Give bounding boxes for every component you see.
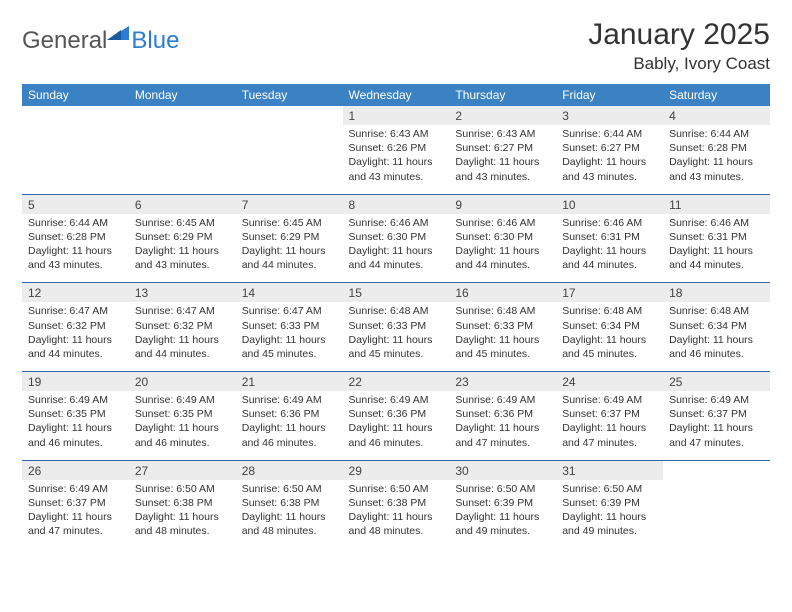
day-detail-cell: Sunrise: 6:46 AMSunset: 6:31 PMDaylight:… <box>556 214 663 283</box>
day-number-cell: 9 <box>449 195 556 214</box>
day-detail-cell: Sunrise: 6:50 AMSunset: 6:38 PMDaylight:… <box>343 480 450 549</box>
day-number-cell: 3 <box>556 106 663 125</box>
day-header-cell: Saturday <box>663 84 770 106</box>
day-detail-cell: Sunrise: 6:49 AMSunset: 6:37 PMDaylight:… <box>663 391 770 460</box>
day-number-cell: 29 <box>343 461 450 480</box>
day-header-cell: Monday <box>129 84 236 106</box>
day-number-cell: 11 <box>663 195 770 214</box>
day-number-cell: 5 <box>22 195 129 214</box>
day-detail-cell: Sunrise: 6:47 AMSunset: 6:32 PMDaylight:… <box>129 302 236 371</box>
header: General Blue January 2025 Bably, Ivory C… <box>22 18 770 74</box>
day-detail-cell: Sunrise: 6:50 AMSunset: 6:38 PMDaylight:… <box>236 480 343 549</box>
day-detail-cell: Sunrise: 6:45 AMSunset: 6:29 PMDaylight:… <box>236 214 343 283</box>
day-number-row: 19202122232425 <box>22 372 770 391</box>
day-number-cell: 4 <box>663 106 770 125</box>
day-number-cell: 1 <box>343 106 450 125</box>
day-number-cell <box>129 106 236 125</box>
day-detail-cell: Sunrise: 6:50 AMSunset: 6:39 PMDaylight:… <box>556 480 663 549</box>
day-number-cell: 10 <box>556 195 663 214</box>
day-number-cell: 22 <box>343 372 450 391</box>
day-number-cell: 17 <box>556 283 663 302</box>
day-number-cell: 7 <box>236 195 343 214</box>
day-detail-cell: Sunrise: 6:47 AMSunset: 6:32 PMDaylight:… <box>22 302 129 371</box>
day-number-cell <box>22 106 129 125</box>
day-number-cell: 15 <box>343 283 450 302</box>
calendar-table: SundayMondayTuesdayWednesdayThursdayFrid… <box>22 84 770 548</box>
day-number-cell: 19 <box>22 372 129 391</box>
day-detail-row: Sunrise: 6:49 AMSunset: 6:37 PMDaylight:… <box>22 480 770 549</box>
day-number-cell: 30 <box>449 461 556 480</box>
day-detail-cell: Sunrise: 6:43 AMSunset: 6:26 PMDaylight:… <box>343 125 450 194</box>
day-number-cell: 24 <box>556 372 663 391</box>
day-number-cell: 20 <box>129 372 236 391</box>
day-detail-cell: Sunrise: 6:49 AMSunset: 6:35 PMDaylight:… <box>22 391 129 460</box>
day-header-cell: Sunday <box>22 84 129 106</box>
day-detail-cell: Sunrise: 6:43 AMSunset: 6:27 PMDaylight:… <box>449 125 556 194</box>
day-detail-cell: Sunrise: 6:49 AMSunset: 6:37 PMDaylight:… <box>556 391 663 460</box>
day-number-cell: 21 <box>236 372 343 391</box>
logo: General Blue <box>22 24 179 57</box>
day-detail-cell <box>663 480 770 549</box>
day-detail-cell: Sunrise: 6:48 AMSunset: 6:34 PMDaylight:… <box>556 302 663 371</box>
title-block: January 2025 Bably, Ivory Coast <box>588 18 770 74</box>
day-detail-row: Sunrise: 6:43 AMSunset: 6:26 PMDaylight:… <box>22 125 770 194</box>
day-number-row: 1234 <box>22 106 770 125</box>
day-number-cell: 14 <box>236 283 343 302</box>
logo-text-general: General <box>22 27 107 55</box>
day-detail-row: Sunrise: 6:49 AMSunset: 6:35 PMDaylight:… <box>22 391 770 460</box>
day-detail-cell: Sunrise: 6:44 AMSunset: 6:28 PMDaylight:… <box>22 214 129 283</box>
day-number-cell: 28 <box>236 461 343 480</box>
day-number-cell: 6 <box>129 195 236 214</box>
day-number-row: 12131415161718 <box>22 283 770 302</box>
day-number-cell: 18 <box>663 283 770 302</box>
day-number-cell: 8 <box>343 195 450 214</box>
day-number-cell <box>236 106 343 125</box>
day-header-row: SundayMondayTuesdayWednesdayThursdayFrid… <box>22 84 770 106</box>
day-number-cell: 31 <box>556 461 663 480</box>
month-title: January 2025 <box>588 18 770 52</box>
day-number-cell: 16 <box>449 283 556 302</box>
day-number-row: 262728293031 <box>22 461 770 480</box>
day-detail-cell: Sunrise: 6:48 AMSunset: 6:34 PMDaylight:… <box>663 302 770 371</box>
day-detail-cell: Sunrise: 6:50 AMSunset: 6:38 PMDaylight:… <box>129 480 236 549</box>
day-number-cell <box>663 461 770 480</box>
day-header-cell: Thursday <box>449 84 556 106</box>
day-number-cell: 27 <box>129 461 236 480</box>
day-header-cell: Wednesday <box>343 84 450 106</box>
day-detail-cell: Sunrise: 6:49 AMSunset: 6:36 PMDaylight:… <box>236 391 343 460</box>
logo-triangle-icon <box>107 24 129 45</box>
day-detail-cell: Sunrise: 6:44 AMSunset: 6:27 PMDaylight:… <box>556 125 663 194</box>
day-detail-cell: Sunrise: 6:46 AMSunset: 6:31 PMDaylight:… <box>663 214 770 283</box>
day-number-row: 567891011 <box>22 195 770 214</box>
logo-text-blue: Blue <box>131 27 179 55</box>
day-detail-cell <box>129 125 236 194</box>
day-number-cell: 25 <box>663 372 770 391</box>
day-detail-cell: Sunrise: 6:49 AMSunset: 6:36 PMDaylight:… <box>343 391 450 460</box>
location: Bably, Ivory Coast <box>588 54 770 74</box>
day-detail-cell: Sunrise: 6:48 AMSunset: 6:33 PMDaylight:… <box>449 302 556 371</box>
day-number-cell: 23 <box>449 372 556 391</box>
day-header-cell: Friday <box>556 84 663 106</box>
day-detail-cell <box>22 125 129 194</box>
day-detail-cell: Sunrise: 6:49 AMSunset: 6:36 PMDaylight:… <box>449 391 556 460</box>
day-detail-cell: Sunrise: 6:46 AMSunset: 6:30 PMDaylight:… <box>449 214 556 283</box>
day-detail-cell: Sunrise: 6:44 AMSunset: 6:28 PMDaylight:… <box>663 125 770 194</box>
day-detail-cell: Sunrise: 6:50 AMSunset: 6:39 PMDaylight:… <box>449 480 556 549</box>
day-number-cell: 2 <box>449 106 556 125</box>
day-detail-row: Sunrise: 6:44 AMSunset: 6:28 PMDaylight:… <box>22 214 770 283</box>
day-number-cell: 26 <box>22 461 129 480</box>
day-detail-cell: Sunrise: 6:49 AMSunset: 6:37 PMDaylight:… <box>22 480 129 549</box>
day-header-cell: Tuesday <box>236 84 343 106</box>
day-detail-cell <box>236 125 343 194</box>
day-detail-row: Sunrise: 6:47 AMSunset: 6:32 PMDaylight:… <box>22 302 770 371</box>
day-detail-cell: Sunrise: 6:48 AMSunset: 6:33 PMDaylight:… <box>343 302 450 371</box>
day-detail-cell: Sunrise: 6:47 AMSunset: 6:33 PMDaylight:… <box>236 302 343 371</box>
day-number-cell: 13 <box>129 283 236 302</box>
day-detail-cell: Sunrise: 6:46 AMSunset: 6:30 PMDaylight:… <box>343 214 450 283</box>
day-detail-cell: Sunrise: 6:49 AMSunset: 6:35 PMDaylight:… <box>129 391 236 460</box>
day-number-cell: 12 <box>22 283 129 302</box>
day-detail-cell: Sunrise: 6:45 AMSunset: 6:29 PMDaylight:… <box>129 214 236 283</box>
